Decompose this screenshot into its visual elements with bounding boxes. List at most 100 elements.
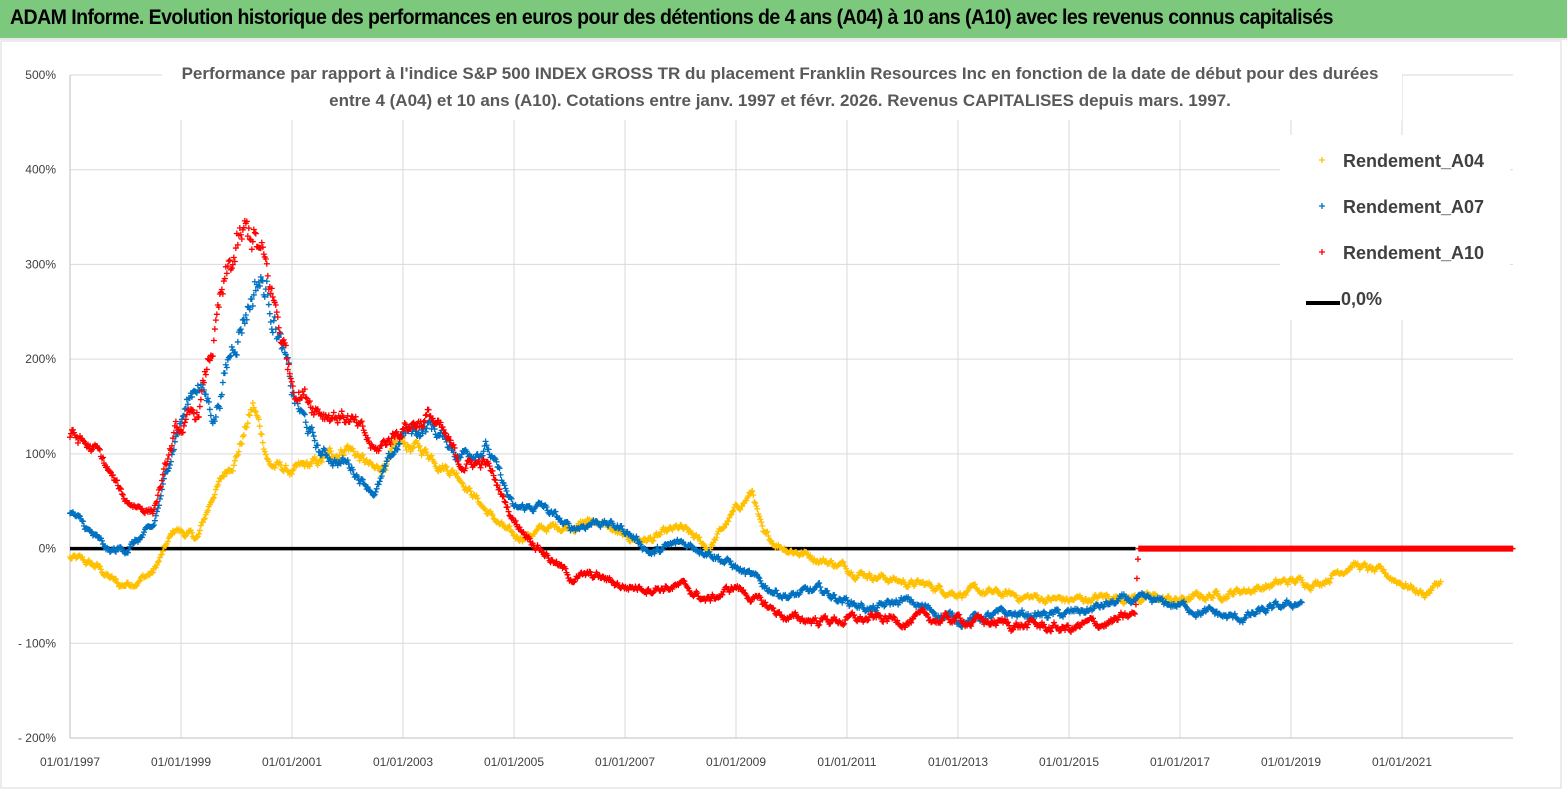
point-rendement_a07 — [416, 433, 423, 440]
point-rendement_a04 — [727, 512, 734, 519]
point-rendement_a04 — [318, 458, 325, 465]
data-points — [67, 217, 1516, 635]
x-tick-label: 01/01/2007 — [595, 755, 655, 769]
point-rendement_a07 — [309, 429, 316, 436]
point-rendement_a07 — [354, 473, 361, 480]
point-rendement_a07 — [508, 495, 515, 502]
point-rendement_a04 — [114, 580, 121, 587]
point-rendement_a04 — [753, 503, 760, 510]
point-rendement_a07 — [140, 529, 147, 536]
point-rendement_a04 — [271, 464, 278, 471]
point-rendement_a04 — [204, 507, 211, 514]
performance-chart: 500% 400% 300% 200% 100% 0% - 100% - 200% 01/01… — [0, 40, 1562, 789]
point-rendement_a04 — [1428, 587, 1435, 594]
point-rendement_a07 — [873, 607, 880, 614]
point-rendement_a04 — [343, 443, 350, 450]
x-tick-label: 01/01/2003 — [373, 755, 433, 769]
point-rendement_a07 — [1158, 595, 1165, 602]
point-rendement_a04 — [763, 529, 770, 536]
point-rendement_a04 — [1362, 561, 1369, 568]
point-rendement_a04 — [276, 459, 283, 466]
point-rendement_a04 — [255, 416, 262, 423]
point-rendement_a07 — [284, 354, 291, 361]
point-rendement_a04 — [360, 455, 367, 462]
point-rendement_a07 — [844, 597, 851, 604]
point-rendement_a04 — [442, 463, 449, 470]
point-rendement_a04 — [473, 492, 480, 499]
point-rendement_a07 — [98, 537, 105, 544]
point-rendement_a04 — [290, 465, 297, 472]
point-rendement_a07 — [250, 291, 257, 298]
point-rendement_a07 — [431, 426, 438, 433]
chart-title-line1: Performance par rapport à l'indice S&P 5… — [182, 64, 1379, 83]
point-rendement_a04 — [314, 462, 321, 469]
point-rendement_a07 — [930, 608, 937, 615]
x-tick-label: 01/01/2001 — [262, 755, 322, 769]
point-rendement_a07 — [480, 448, 487, 455]
point-rendement_a04 — [720, 525, 727, 532]
point-rendement_a07 — [985, 609, 992, 616]
point-rendement_a04 — [214, 481, 221, 488]
point-rendement_a07 — [378, 473, 385, 480]
point-rendement_a07 — [154, 505, 161, 512]
point-rendement_a07 — [376, 478, 383, 485]
point-rendement_a07 — [93, 531, 100, 538]
point-rendement_a04 — [238, 441, 245, 448]
point-rendement_a04 — [749, 487, 756, 494]
point-rendement_a07 — [824, 587, 831, 594]
point-rendement_a07 — [222, 361, 229, 368]
point-rendement_a04 — [231, 457, 238, 464]
point-rendement_a04 — [133, 582, 140, 589]
chart-title-line2: entre 4 (A04) et 10 ans (A10). Cotations… — [329, 91, 1231, 110]
point-rendement_a04 — [409, 445, 416, 452]
point-rendement_a04 — [963, 591, 970, 598]
point-rendement_a04 — [1224, 593, 1231, 600]
point-rendement_a04 — [1042, 600, 1049, 607]
point-rendement_a04 — [796, 552, 803, 559]
point-rendement_a04 — [709, 542, 716, 549]
point-rendement_a07 — [150, 521, 157, 528]
point-rendement_a04 — [252, 408, 259, 415]
point-rendement_a04 — [288, 470, 295, 477]
point-rendement_a04 — [356, 457, 363, 464]
point-rendement_a07 — [482, 438, 489, 445]
point-rendement_a04 — [506, 523, 513, 530]
point-rendement_a04 — [246, 412, 253, 419]
point-rendement_a04 — [1380, 566, 1387, 573]
point-rendement_a04 — [306, 463, 313, 470]
point-rendement_a07 — [242, 312, 249, 319]
point-rendement_a04 — [509, 529, 516, 536]
point-rendement_a07 — [782, 591, 789, 598]
point-rendement_a04 — [983, 590, 990, 597]
point-rendement_a04 — [178, 528, 185, 535]
point-rendement_a04 — [725, 518, 732, 525]
point-rendement_a07 — [248, 295, 255, 302]
point-rendement_a07 — [688, 542, 695, 549]
point-rendement_a07 — [931, 610, 938, 617]
point-rendement_a04 — [164, 538, 171, 545]
point-rendement_a07 — [314, 442, 321, 449]
point-rendement_a07 — [181, 406, 188, 413]
point-rendement_a07 — [310, 433, 317, 440]
point-rendement_a04 — [219, 472, 226, 479]
point-rendement_a07 — [308, 424, 315, 431]
point-rendement_a04 — [233, 452, 240, 459]
point-rendement_a04 — [259, 439, 266, 446]
point-rendement_a04 — [764, 528, 771, 535]
point-rendement_a04 — [209, 495, 216, 502]
point-rendement_a04 — [688, 529, 695, 536]
point-rendement_a07 — [205, 398, 212, 405]
point-rendement_a07 — [1019, 607, 1026, 614]
point-rendement_a04 — [416, 442, 423, 449]
point-rendement_a04 — [458, 479, 465, 486]
point-rendement_a07 — [1162, 598, 1169, 605]
point-rendement_a04 — [223, 470, 230, 477]
point-rendement_a04 — [193, 534, 200, 541]
point-rendement_a07 — [170, 446, 177, 453]
point-rendement_a04 — [244, 420, 251, 427]
point-rendement_a04 — [197, 522, 204, 529]
point-rendement_a04 — [933, 586, 940, 593]
point-rendement_a04 — [338, 448, 345, 455]
point-rendement_a04 — [972, 581, 979, 588]
point-rendement_a07 — [816, 579, 823, 586]
